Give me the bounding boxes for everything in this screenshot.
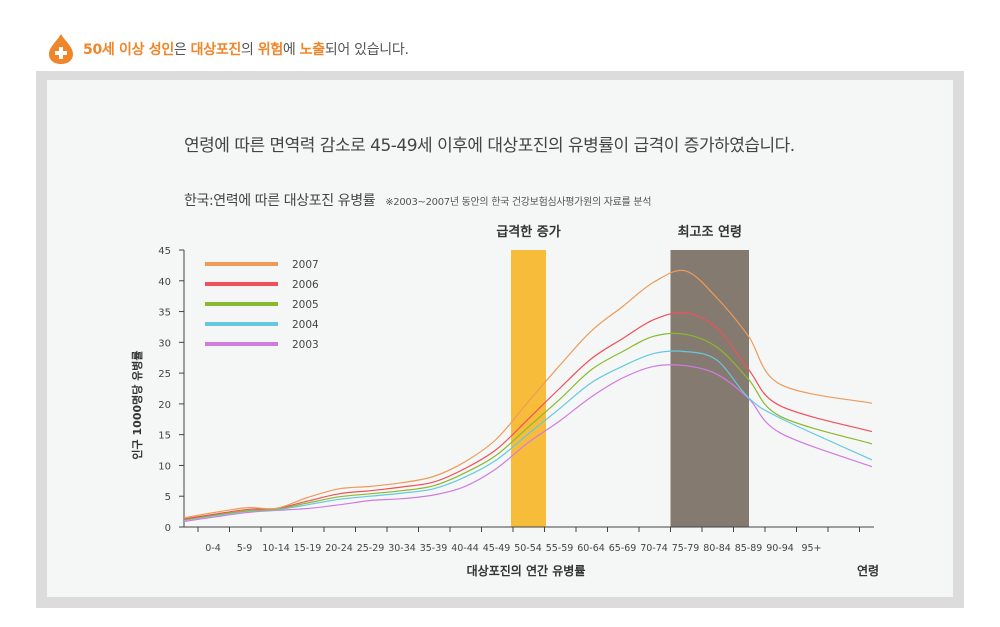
y-tick-label-9: 45 (158, 246, 171, 257)
y-tick-label-3: 15 (158, 431, 171, 442)
header-part-7: 되어 있습니다. (324, 42, 409, 58)
x-tick-label-19: 95+ (801, 543, 821, 554)
y-tick-label-5: 25 (158, 369, 171, 380)
x-tick-label-1: 5-9 (237, 543, 253, 554)
x-tick-label-15: 75-79 (672, 543, 700, 554)
chart-panel (47, 80, 953, 597)
y-tick-label-2: 10 (158, 461, 171, 472)
series-line-2007 (183, 269, 873, 519)
x-tick-label-8: 40-44 (451, 543, 479, 554)
series-line-2005 (183, 332, 873, 521)
x-tick-label-18: 90-94 (766, 543, 794, 554)
series-line-2006 (183, 311, 873, 520)
series-line-2003 (183, 364, 873, 523)
header-part-4: 위험 (257, 42, 283, 58)
x-tick-label-4: 20-24 (325, 543, 353, 554)
legend-label-2004: 2004 (292, 319, 319, 331)
header-part-3: 의 (241, 42, 258, 58)
y-tick-label-4: 20 (158, 400, 171, 411)
legend-label-2003: 2003 (292, 339, 319, 351)
highlight-band-1 (670, 250, 749, 527)
y-tick-label-8: 40 (158, 277, 171, 288)
header: 50세 이상 성인은 대상포진의 위험에 노출되어 있습니다. (47, 33, 409, 65)
content-frame (36, 71, 964, 608)
source-note: ※2003~2007년 동안의 한국 건강보험심사평가원의 자료를 분석 (385, 197, 652, 208)
y-tick-label-0: 0 (165, 523, 171, 534)
legend-label-2007: 2007 (292, 259, 319, 271)
chart-subtitle: 한국:연력에 따른 대상포진 유병률 ※2003~2007년 동안의 한국 건강보… (184, 190, 651, 210)
header-part-2: 대상포진 (190, 42, 242, 58)
x-tick-label-12: 60-64 (577, 543, 605, 554)
highlight-label-1: 최고조 연령 (678, 225, 742, 240)
header-part-1: 은 (173, 42, 191, 58)
x-tick-label-0: 0-4 (205, 543, 221, 554)
x-tick-label-14: 70-74 (640, 543, 668, 554)
x-tick-label-11: 55-59 (546, 543, 574, 554)
series-line-2004 (183, 350, 873, 521)
header-part-5: 에 (282, 42, 300, 58)
highlight-label-0: 급격한 증가 (496, 224, 560, 240)
x-tick-label-6: 30-34 (388, 543, 416, 554)
header-text: 50세 이상 성인은 대상포진의 위험에 노출되어 있습니다. (83, 39, 409, 59)
x-axis-label: 대상포진의 연간 유병률 (467, 563, 586, 578)
header-part-0: 50세 이상 성인 (83, 42, 174, 58)
header-part-6: 노출 (299, 42, 325, 58)
x-tick-label-5: 25-29 (357, 543, 385, 554)
y-axis-label: 인구 1000명당 유병률 (130, 350, 144, 459)
y-tick-label-6: 30 (158, 338, 171, 349)
x-tick-label-9: 45-49 (483, 543, 511, 554)
highlight-band-0 (511, 250, 546, 527)
x-axis-end-label: 연령 (857, 563, 879, 578)
headline: 연령에 따른 면역력 감소로 45-49세 이후에 대상포진의 유병률이 급격이… (184, 136, 795, 156)
medical-drop-icon (49, 34, 73, 64)
x-tick-label-10: 50-54 (514, 543, 542, 554)
x-tick-label-3: 15-19 (294, 543, 322, 554)
legend-label-2005: 2005 (292, 299, 319, 311)
x-tick-label-16: 80-84 (703, 543, 731, 554)
x-tick-label-2: 10-14 (262, 543, 290, 554)
x-tick-label-7: 35-39 (420, 543, 448, 554)
legend-label-2006: 2006 (292, 279, 319, 291)
y-tick-label-1: 5 (165, 492, 171, 503)
x-tick-label-13: 65-69 (609, 543, 637, 554)
subtitle-text: 한국:연력에 따른 대상포진 유병률 (184, 193, 376, 209)
y-tick-label-7: 35 (158, 308, 171, 319)
x-tick-label-17: 85-89 (735, 543, 763, 554)
